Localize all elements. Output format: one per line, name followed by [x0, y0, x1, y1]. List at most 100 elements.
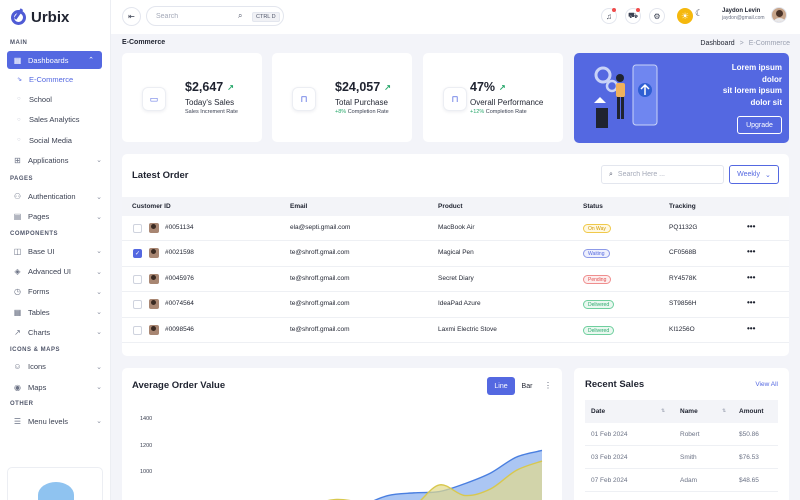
table-row[interactable]: 03 Feb 2024 Smith $76.53 [585, 446, 778, 469]
sidebar-item-tables[interactable]: ▦ Tables ⌄ [0, 302, 110, 322]
order-search: ⌕ [601, 165, 724, 184]
settings-button[interactable]: ⚙ [649, 8, 665, 24]
row-checkbox[interactable] [133, 274, 142, 284]
cart-button[interactable]: ⛟ [625, 8, 641, 24]
row-actions-button[interactable]: ••• [747, 222, 756, 231]
chevron-down-icon: ⌄ [96, 288, 102, 296]
sidebar-item-menu-levels[interactable]: ☰ Menu levels ⌄ [0, 411, 110, 431]
more-options-icon[interactable]: ⋮ [544, 381, 552, 390]
table-row[interactable]: #0074564 te@shroff.gmail.com IdeaPad Azure… [122, 292, 789, 318]
form-icon: ◷ [14, 287, 21, 297]
sale-date: 01 Feb 2024 [591, 431, 628, 438]
y-tick-label: 1200 [140, 442, 153, 449]
collapse-sidebar-button[interactable]: ⇤ [122, 7, 141, 26]
folder-icon: ▭ [142, 87, 166, 111]
sort-icon[interactable]: ⇅ [722, 408, 727, 414]
row-actions-button[interactable]: ••• [747, 272, 756, 282]
column-header[interactable]: Email [290, 203, 308, 210]
row-checkbox[interactable] [133, 224, 142, 233]
customer-email: te@shroff.gmail.com [290, 300, 350, 308]
moon-icon: ☾ [695, 8, 704, 18]
sidebar-promo-card [7, 467, 103, 500]
column-header[interactable]: Customer ID [132, 203, 171, 210]
column-header[interactable]: Tracking [669, 203, 696, 210]
column-header[interactable]: Amount [739, 408, 764, 415]
sidebar-item-advanced-ui[interactable]: ◈ Advanced UI ⌄ [0, 261, 110, 281]
view-all-link[interactable]: View All [755, 381, 778, 388]
sidebar-item-pages[interactable]: ▤ Pages ⌄ [0, 207, 110, 227]
sidebar-item-label: Pages [28, 212, 50, 222]
column-header[interactable]: Name [680, 408, 698, 415]
column-header[interactable]: Status [583, 203, 603, 210]
sidebar-sub-sales-analytics[interactable]: ○ Sales Analytics [0, 110, 110, 130]
light-mode-button[interactable]: ☀ [677, 8, 693, 24]
page-title: E-Commerce [122, 39, 166, 46]
row-checkbox[interactable] [133, 300, 142, 310]
sidebar-item-charts[interactable]: ↗ Charts ⌄ [0, 322, 110, 342]
bullet-icon: ○ [17, 96, 21, 103]
sale-amount: $48.65 [739, 477, 759, 484]
sidebar-item-authentication[interactable]: ⚇ Authentication ⌄ [0, 186, 110, 206]
sidebar-sub-ecommerce[interactable]: ⇘ E-Commerce [0, 69, 110, 89]
promo-line: dolor [762, 74, 782, 84]
grid-icon: ▦ [13, 55, 22, 65]
table-row[interactable]: #0045976 te@shroff.gmail.com Secret Diary P… [122, 267, 789, 293]
upgrade-promo-card: Lorem ipsum dolor sit lorem ipsum dolor … [574, 53, 789, 143]
notifications-button[interactable]: ♫ [601, 8, 617, 24]
illustration-icon [38, 482, 74, 500]
column-header[interactable]: Date [591, 408, 606, 415]
row-checkbox[interactable]: ✓ [133, 249, 142, 259]
period-select[interactable]: Weekly ⌄ [729, 165, 779, 184]
sidebar-item-base-ui[interactable]: ◫ Base UI ⌄ [0, 241, 110, 261]
arrow-icon: ⇘ [17, 76, 23, 83]
bullet-icon: ○ [17, 137, 21, 144]
sidebar-item-forms[interactable]: ◷ Forms ⌄ [0, 282, 110, 302]
breadcrumb-root[interactable]: Dashboard [700, 40, 735, 47]
row-actions-button[interactable]: ••• [747, 323, 756, 333]
table-row[interactable]: 01 Feb 2024 Robert $50.86 [585, 423, 778, 446]
sidebar-item-icons[interactable]: ☺ Icons ⌄ [0, 357, 110, 377]
apps-icon: ⊞ [14, 155, 21, 165]
row-actions-button[interactable]: ••• [747, 298, 756, 308]
user-name: Jaydon Levin [722, 8, 761, 14]
sidebar-sub-school[interactable]: ○ School [0, 89, 110, 109]
user-menu[interactable]: Jaydon Levin jaydon@gmail.com [722, 8, 765, 21]
chart-tab-bar[interactable]: Bar [518, 377, 536, 395]
table-row[interactable]: #0051134 ela@septi.gmail.com MacBook Air On… [122, 216, 789, 242]
stat-sub-text: Completion Rate [485, 109, 527, 115]
customer-id: #0051134 [165, 224, 194, 231]
sort-icon[interactable]: ⇅ [661, 408, 666, 414]
chart-tab-line[interactable]: Line [487, 377, 515, 395]
section-title-other: OTHER [10, 401, 34, 408]
dark-mode-button[interactable]: ☾ [695, 8, 703, 19]
document-icon: ▤ [13, 212, 22, 222]
row-checkbox[interactable] [133, 325, 142, 335]
sidebar-item-applications[interactable]: ⊞ Applications ⌄ [0, 150, 110, 170]
bell-icon: ♫ [606, 11, 612, 21]
gear-icon [605, 79, 619, 93]
sidebar-sub-social-media[interactable]: ○ Social Media [0, 130, 110, 150]
breadcrumb-separator: > [739, 40, 744, 47]
table-row[interactable]: ✓ #0021598 te@shroff.gmail.com Magical Pen W… [122, 241, 789, 267]
table-icon: ▦ [13, 307, 22, 317]
order-search-input[interactable] [617, 171, 718, 178]
table-row[interactable]: 07 Feb 2024 Adam $48.65 [585, 469, 778, 492]
upgrade-button[interactable]: Upgrade [737, 116, 782, 134]
avatar[interactable] [771, 7, 787, 23]
sidebar-item-dashboards[interactable]: ▦ Dashboards ⌃ [7, 51, 102, 69]
stat-sub: +8% Completion Rate [335, 109, 389, 115]
promo-text: Lorem ipsum dolor sit lorem ipsum dolor … [662, 62, 782, 108]
bookmark-icon: ⊓ [443, 87, 467, 111]
column-header[interactable]: Product [438, 203, 463, 210]
row-actions-button[interactable]: ••• [747, 247, 756, 257]
table-row[interactable]: #0098546 te@shroff.gmail.com Laxmi Electri… [122, 318, 789, 343]
brand-logo[interactable]: Urbix [0, 0, 110, 34]
chevron-down-icon: ⌄ [96, 309, 102, 317]
status-badge: Pending [583, 274, 612, 284]
search-input[interactable] [156, 12, 226, 20]
section-title-components: COMPONENTS [10, 231, 59, 238]
table-header: Customer ID Email Product Status Trackin… [122, 197, 789, 216]
sidebar-item-maps[interactable]: ◉ Maps ⌄ [0, 377, 110, 397]
chevron-up-icon: ⌃ [88, 57, 94, 64]
cart-icon: ⛟ [627, 11, 639, 20]
